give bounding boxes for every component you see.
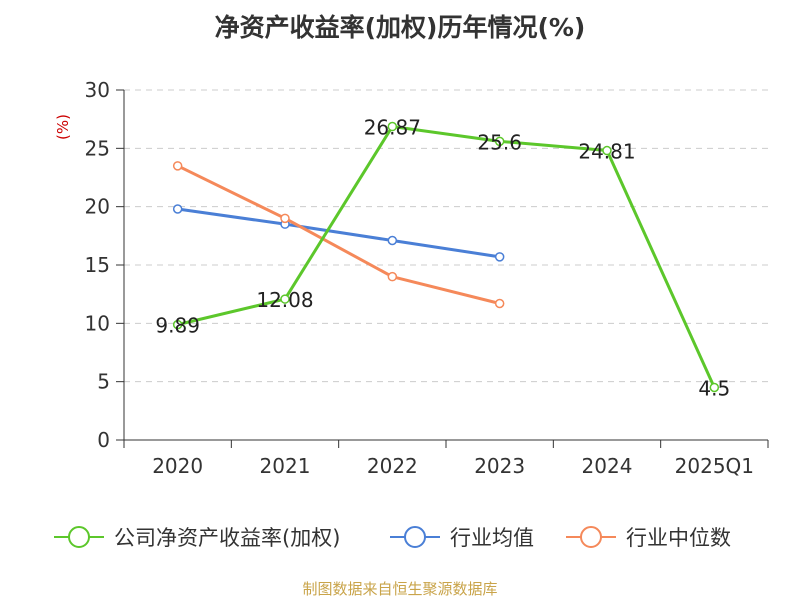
data-point [280,294,290,304]
data-point [172,319,183,330]
data-label: 9.89 [155,314,200,338]
data-source-note: 制图数据来自恒生聚源数据库 [302,580,498,598]
legend-swatch-marker [580,526,602,548]
data-point [387,121,398,132]
data-point [172,161,183,171]
x-tick-label: 2023 [474,454,525,478]
x-tick-label: 2025Q1 [675,454,754,478]
legend-swatch-marker [68,526,90,548]
series-line [177,164,501,305]
data-point [172,204,183,214]
data-point [494,252,505,262]
x-tick-label: 2022 [367,454,418,478]
data-point [494,136,505,147]
x-tick-label: 2021 [260,454,311,478]
data-label: 24.81 [578,140,635,164]
legend-label: 行业中位数 [626,526,731,550]
legend-label: 公司净资产收益率(加权) [114,526,340,550]
data-label: 4.5 [698,377,730,401]
data-point [709,382,720,393]
data-point [602,145,612,156]
data-point [387,235,398,246]
chart-title: 净资产收益率(加权)历年情况(%) [214,13,586,42]
legend-swatch-marker [404,526,426,548]
series-line [177,207,500,259]
legend-label: 行业均值 [450,526,534,550]
y-tick-label: 15 [85,253,110,277]
data-point [494,298,505,309]
y-axis-label: (%) [54,114,72,140]
data-point [387,271,398,282]
y-tick-label: 0 [97,428,110,452]
x-tick-label: 2024 [582,454,633,478]
data-label: 26.87 [364,116,421,140]
data-point [280,213,290,224]
y-tick-label: 25 [85,136,110,160]
y-tick-label: 20 [85,195,110,219]
data-label: 12.08 [256,288,313,312]
y-tick-label: 30 [85,78,110,102]
y-tick-label: 5 [97,370,110,394]
data-label: 25.6 [477,130,522,154]
y-tick-label: 10 [85,311,110,335]
x-tick-label: 2020 [152,454,203,478]
series-line [177,125,716,389]
